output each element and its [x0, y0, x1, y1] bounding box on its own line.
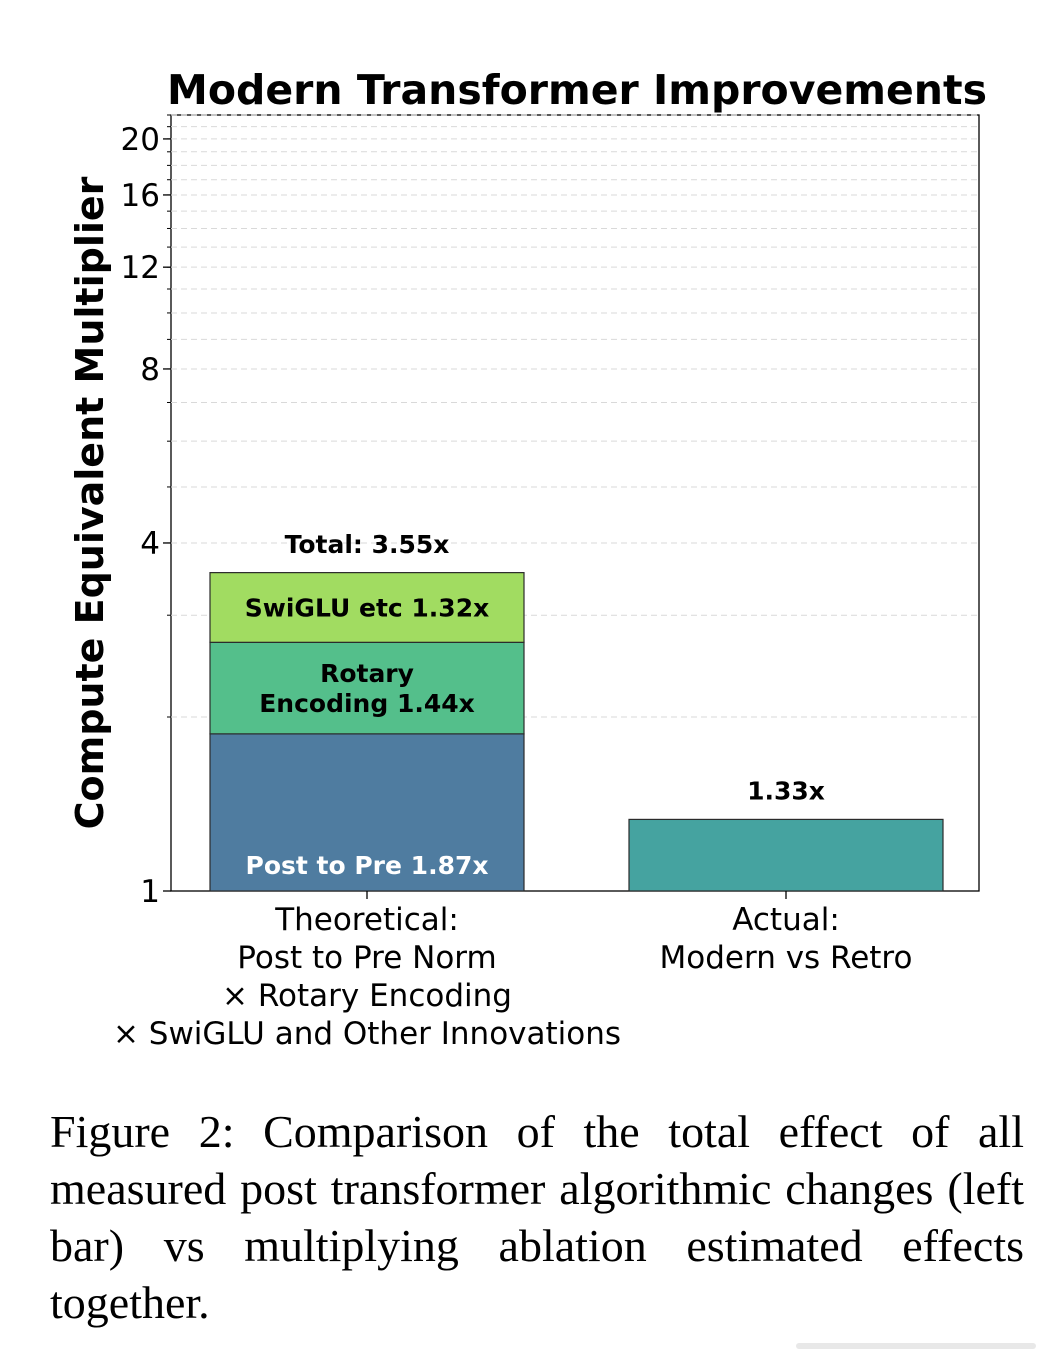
- y-axis: 1 4 8 12 16 20: [121, 114, 171, 910]
- segment-label: Rotary: [320, 659, 414, 688]
- segment-label: Encoding 1.44x: [259, 689, 475, 718]
- x-tick-label: Theoretical:: [274, 902, 459, 938]
- chart-title: Modern Transformer Improvements: [167, 66, 987, 114]
- bar-segment: [209, 572, 525, 643]
- y-tick-label: 20: [121, 122, 160, 158]
- segment-label: Post to Pre 1.87x: [246, 851, 489, 880]
- y-tick-label: 1: [140, 874, 160, 910]
- x-tick-label: Post to Pre Norm: [237, 940, 496, 976]
- x-tick-label: × Rotary Encoding: [222, 978, 512, 1014]
- bar-segment: [209, 733, 525, 892]
- segment-label: SwiGLU etc 1.32x: [245, 593, 489, 622]
- watermark-logo: [796, 1343, 1036, 1349]
- bar-segment: [628, 818, 944, 892]
- y-tick-label: 16: [121, 178, 160, 214]
- x-tick-label: Modern vs Retro: [660, 940, 913, 976]
- x-tick-label: × SwiGLU and Other Innovations: [113, 1016, 621, 1052]
- x-axis: Theoretical:Post to Pre Norm× Rotary Enc…: [113, 891, 913, 1052]
- figure-caption: Figure 2: Comparison of the total effect…: [50, 1106, 1024, 1328]
- bars: [209, 572, 944, 892]
- y-tick-label: 12: [121, 250, 160, 286]
- y-axis-label: Compute Equivalent Multiplier: [68, 176, 112, 829]
- grid: [171, 114, 979, 718]
- y-tick-label: 8: [140, 352, 160, 388]
- total-label: Total: 3.55x: [285, 530, 450, 559]
- y-tick-label: 4: [140, 526, 160, 562]
- total-label: 1.33x: [747, 776, 825, 805]
- x-tick-label: Actual:: [732, 902, 840, 938]
